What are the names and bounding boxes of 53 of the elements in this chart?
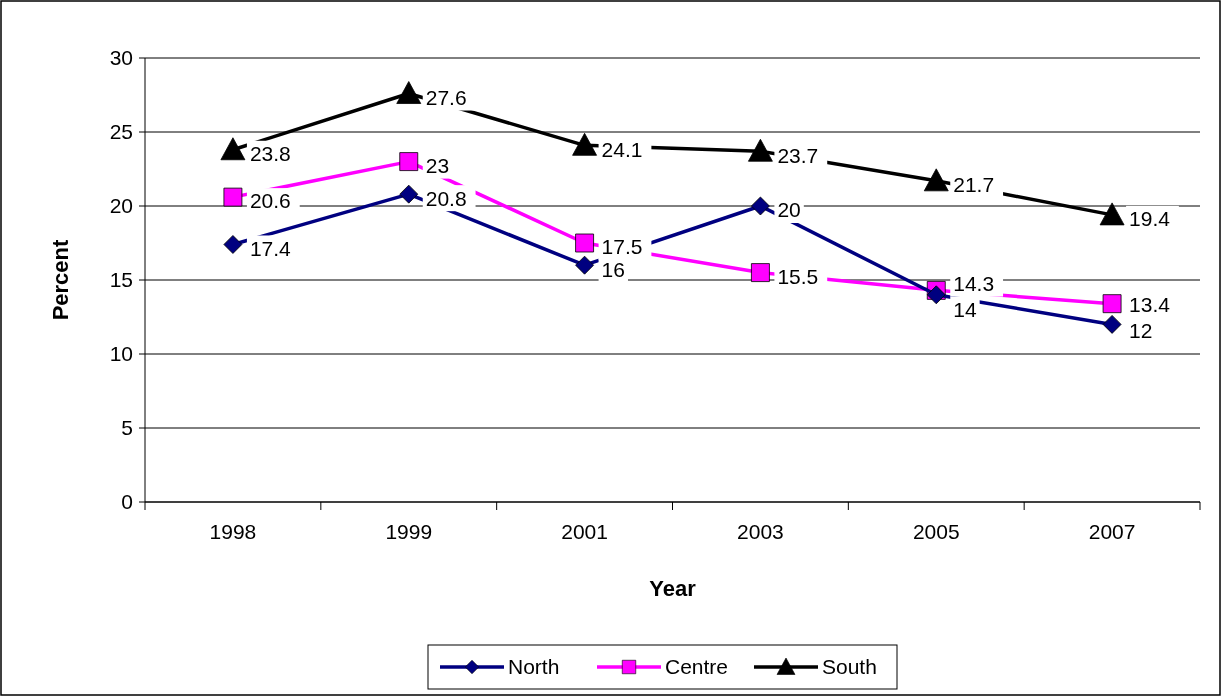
y-axis-title: Percent — [48, 238, 73, 321]
data-label: 12 — [1129, 319, 1153, 343]
data-label: 16 — [601, 257, 625, 281]
y-tick-label: 5 — [121, 416, 133, 440]
y-tick-label: 30 — [109, 46, 133, 70]
x-tick-label: 2005 — [912, 520, 960, 543]
point — [223, 235, 243, 254]
legend-label: South — [822, 655, 877, 679]
data-label: 14 — [953, 297, 977, 321]
point — [926, 285, 946, 305]
x-tick-label: 2007 — [1088, 520, 1136, 543]
point — [1102, 315, 1122, 334]
point — [220, 137, 246, 161]
data-label: 20 — [777, 198, 801, 222]
legend-label: Centre — [665, 655, 729, 679]
data-label: 21.7 — [953, 173, 995, 197]
x-axis-title: Year — [649, 576, 697, 601]
y-tick-label: 10 — [109, 342, 133, 366]
point — [751, 196, 770, 216]
point — [223, 187, 243, 207]
data-label: 14.3 — [953, 271, 995, 295]
point — [572, 132, 597, 156]
point — [575, 233, 594, 253]
data-label: 13.4 — [1129, 293, 1171, 317]
legend-label: North — [508, 655, 560, 679]
data-label: 20.6 — [249, 189, 291, 213]
data-label: 27.6 — [425, 85, 467, 109]
point — [748, 138, 773, 162]
data-label: 23.7 — [777, 143, 819, 167]
point — [1099, 202, 1125, 226]
data-label: 15.5 — [777, 264, 819, 288]
x-tick-label: 2003 — [737, 520, 784, 543]
x-tick-label: 1999 — [385, 520, 433, 543]
y-tick-label: 15 — [109, 268, 133, 292]
point — [751, 263, 770, 282]
point — [923, 168, 949, 192]
point — [1102, 294, 1122, 314]
data-label: 20.8 — [425, 186, 467, 210]
point — [399, 184, 419, 204]
y-tick-label: 20 — [109, 194, 133, 218]
y-tick-label: 0 — [121, 490, 133, 514]
point — [575, 255, 594, 275]
data-label: 19.4 — [1129, 207, 1171, 231]
y-tick-label: 25 — [109, 120, 133, 144]
point — [396, 81, 422, 104]
x-tick-label: 1998 — [209, 520, 257, 543]
data-label: 17.5 — [601, 235, 643, 259]
point — [399, 152, 419, 171]
data-label: 17.4 — [249, 236, 292, 260]
x-tick-label: 2001 — [561, 520, 608, 543]
data-label: 24.1 — [601, 137, 643, 161]
data-label: 23 — [425, 153, 450, 177]
data-label: 23.8 — [249, 142, 291, 166]
